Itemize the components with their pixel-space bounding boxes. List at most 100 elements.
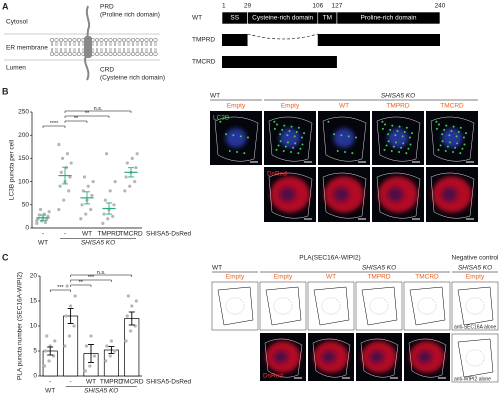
lc3b-punctum — [281, 128, 284, 131]
nucleus-outline — [321, 297, 341, 315]
sig-bracket — [64, 110, 132, 113]
nucleus — [273, 350, 288, 364]
lipid-head — [108, 51, 113, 57]
data-point — [133, 180, 137, 184]
cell-outline — [408, 338, 447, 378]
image-title: Negative control — [452, 255, 500, 262]
x-tick-label: WT — [86, 379, 96, 386]
data-point — [108, 354, 112, 358]
data-point — [103, 198, 107, 202]
channel-label: LC3B — [213, 115, 229, 122]
data-point — [37, 213, 41, 217]
lipid-head — [130, 51, 136, 57]
y-tick-label: 150 — [18, 155, 29, 162]
data-point — [109, 339, 113, 343]
lc3b-punctum — [347, 135, 350, 138]
caption: anti-SEC16A alone — [454, 324, 496, 330]
column-label: WT — [326, 274, 336, 281]
data-point — [43, 220, 48, 225]
lc3b-punctum — [446, 145, 449, 148]
lc3b-punctum — [293, 135, 296, 138]
nucleus — [369, 350, 384, 364]
sig-label: n.s. — [97, 270, 106, 276]
y-axis-label: LC3B puncta per cell — [9, 139, 16, 200]
data-point — [108, 189, 112, 193]
data-point — [72, 324, 76, 328]
lipid-head — [99, 37, 104, 43]
data-point — [129, 329, 133, 333]
cell-outline — [360, 338, 399, 378]
lipid-head — [103, 37, 109, 43]
lc3b-punctum — [445, 124, 448, 127]
cell-outline — [430, 172, 475, 219]
cell-outline — [361, 286, 398, 326]
group-label: SHISA5 KO — [84, 388, 118, 395]
lc3b-punctum — [396, 129, 399, 132]
lc3b-punctum — [448, 134, 451, 137]
lc3b-punctum — [411, 132, 414, 135]
data-point — [135, 152, 139, 156]
data-point — [128, 184, 132, 188]
data-point — [57, 207, 61, 212]
data-point — [69, 161, 73, 165]
lc3b-punctum — [381, 127, 384, 130]
domain-name: SS — [230, 15, 239, 22]
column-label: TMCRD — [440, 103, 464, 110]
lc3b-punctum — [441, 140, 444, 143]
cell-outline — [322, 116, 367, 162]
lc3b-punctum — [297, 152, 300, 155]
data-point — [90, 193, 94, 198]
lc3b-punctum — [454, 146, 457, 149]
lc3b-punctum — [275, 148, 278, 151]
lc3b-punctum — [288, 129, 291, 132]
image-header: WT — [212, 265, 222, 272]
data-point — [102, 212, 106, 216]
data-point — [88, 364, 92, 368]
lc3b-punctum — [276, 123, 278, 126]
nucleus — [387, 187, 404, 202]
channel-label: DsRed — [263, 373, 283, 380]
domain-name: Proline-rich domain — [360, 15, 416, 22]
y-tick-label: 5 — [33, 348, 37, 355]
lipid-head — [126, 37, 131, 43]
nucleus-outline — [417, 297, 437, 315]
data-point — [106, 217, 110, 221]
image-header: WT — [210, 93, 220, 100]
lipid-head — [54, 51, 59, 57]
data-point — [83, 369, 87, 373]
lc3b-punctum — [297, 126, 300, 129]
y-tick-label: 250 — [18, 109, 29, 116]
data-point — [111, 214, 115, 218]
lc3b-punctum — [344, 151, 347, 154]
nucleus — [417, 350, 432, 364]
lc3b-punctum — [236, 151, 239, 154]
lipid-head — [63, 37, 68, 43]
data-point — [64, 314, 68, 318]
data-point — [124, 339, 128, 343]
lipid-head — [63, 51, 68, 57]
sig-label: ** — [85, 111, 90, 117]
cell-outline — [265, 286, 302, 326]
lc3b-punctum — [354, 136, 357, 139]
lc3b-punctum — [246, 136, 249, 139]
cell-image — [403, 281, 451, 331]
lipid-head — [148, 51, 154, 57]
lc3b-punctum — [409, 143, 412, 146]
group-label: WT — [45, 388, 55, 395]
cell-image — [307, 281, 355, 331]
lipid-head — [58, 51, 64, 57]
data-point — [134, 166, 138, 170]
data-point — [73, 294, 77, 298]
lc3b-punctum — [286, 134, 289, 137]
data-point — [125, 314, 129, 318]
lc3b-punctum — [277, 144, 280, 147]
sig-label: n.s. — [94, 106, 103, 112]
lc3b-punctum — [450, 129, 453, 132]
data-point — [35, 221, 39, 225]
data-point — [113, 349, 117, 353]
lc3b-punctum — [279, 140, 282, 143]
position-label: 1 — [222, 3, 226, 10]
cell-outline — [376, 172, 421, 219]
position-label: 240 — [435, 3, 446, 10]
data-point — [123, 189, 127, 193]
